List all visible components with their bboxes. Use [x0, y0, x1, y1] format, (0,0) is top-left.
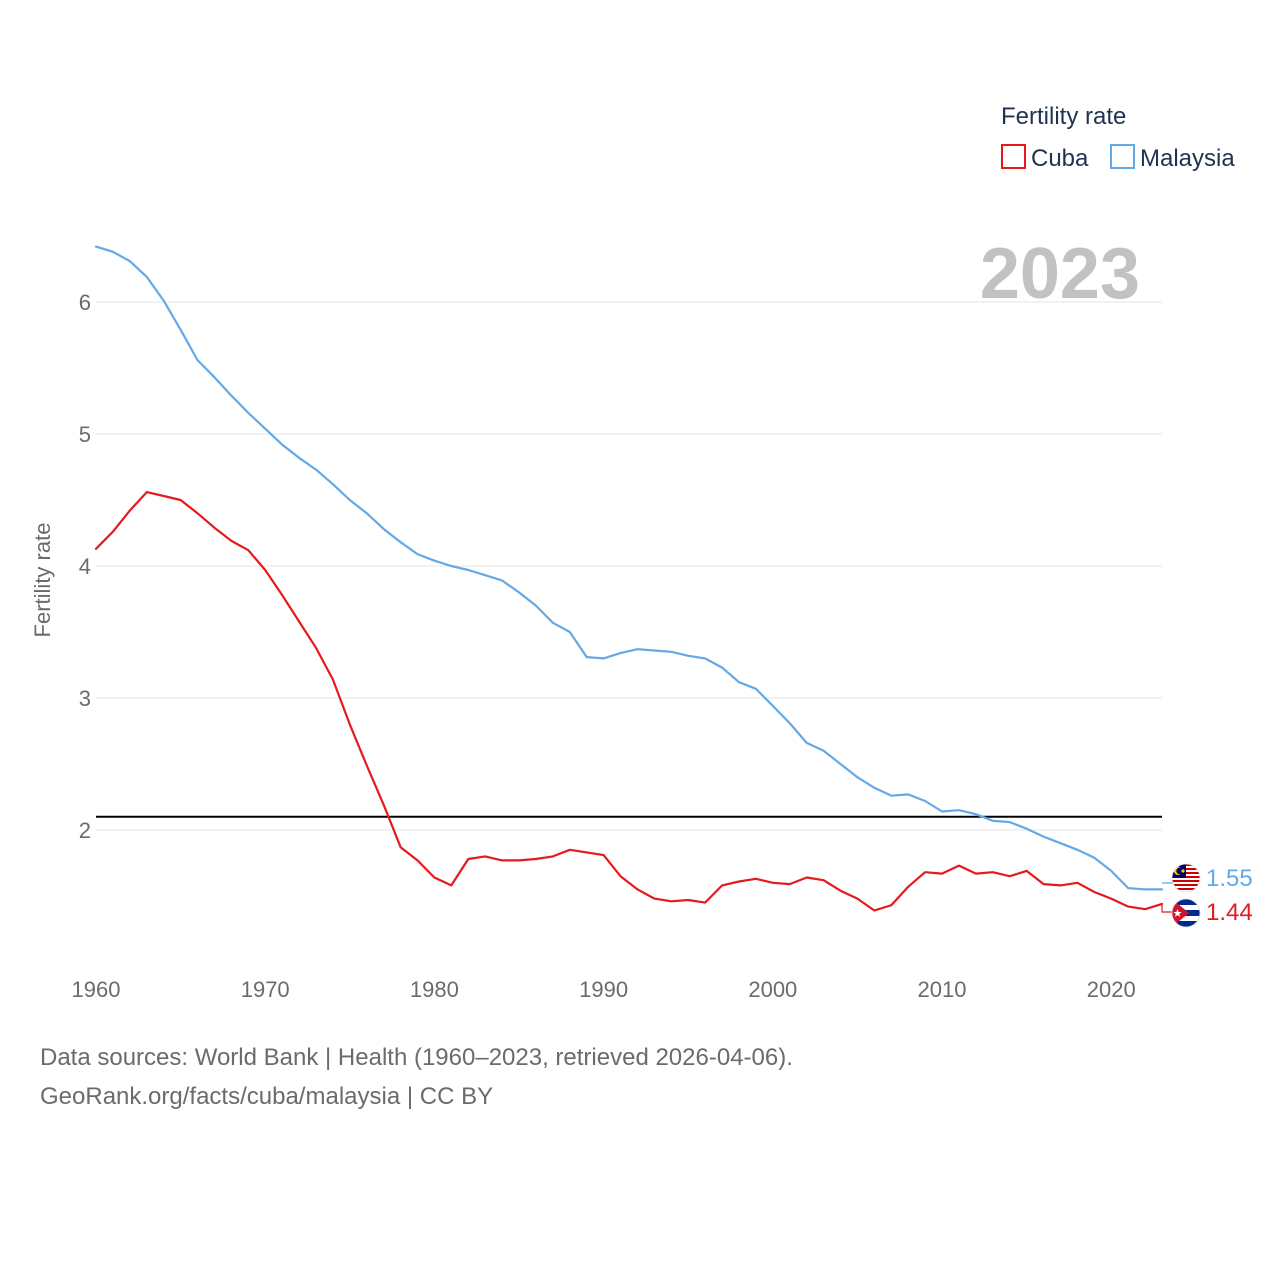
y-tick-label-2: 2	[79, 818, 91, 843]
y-axis-title: Fertility rate	[30, 523, 55, 638]
x-tick-label-1990: 1990	[579, 977, 628, 1002]
series-line-malaysia[interactable]	[94, 245, 1164, 891]
y-tick-label-4: 4	[79, 554, 91, 579]
legend-label-malaysia: Malaysia	[1140, 145, 1235, 172]
gridlines	[96, 301, 1162, 831]
y-tick-label-6: 6	[79, 290, 91, 315]
x-tick-label-1970: 1970	[241, 977, 290, 1002]
legend-label-cuba: Cuba	[1031, 145, 1089, 172]
x-tick-label-1960: 1960	[72, 977, 121, 1002]
x-tick-label-1980: 1980	[410, 977, 459, 1002]
x-tick-label-2000: 2000	[748, 977, 797, 1002]
legend-title: Fertility rate	[1001, 103, 1126, 130]
year-label: 2023	[980, 234, 1140, 314]
legend: Fertility rate Cuba Malaysia	[1001, 103, 1235, 172]
data-sources-note: Data sources: World Bank | Health (1960–…	[40, 1044, 793, 1071]
legend-item-cuba[interactable]: Cuba	[1001, 144, 1089, 172]
x-tick-label-2020: 2020	[1087, 977, 1136, 1002]
legend-item-malaysia[interactable]: Malaysia	[1110, 144, 1235, 172]
legend-swatch-cuba	[1001, 144, 1026, 169]
end-marker-malaysia: 1.55	[1162, 863, 1253, 893]
x-tick-label-2010: 2010	[918, 977, 967, 1002]
series-line-cuba[interactable]	[94, 491, 1164, 912]
cuba-flag-icon	[1171, 898, 1201, 928]
malaysia-flag-icon	[1171, 863, 1201, 893]
end-marker-cuba: 1.44	[1161, 898, 1253, 928]
series-lines	[94, 245, 1164, 912]
end-label-cuba: 1.44	[1206, 899, 1253, 926]
attribution-link[interactable]: GeoRank.org/facts/cuba/malaysia | CC BY	[40, 1083, 494, 1110]
legend-swatch-malaysia	[1110, 144, 1135, 169]
y-axis-ticks: 2 3 4 5 6	[79, 290, 91, 843]
end-label-malaysia: 1.55	[1206, 865, 1253, 892]
x-axis-ticks: 1960 1970 1980 1990 2000 2010 2020	[72, 977, 1136, 1002]
y-tick-label-5: 5	[79, 422, 91, 447]
y-tick-label-3: 3	[79, 686, 91, 711]
